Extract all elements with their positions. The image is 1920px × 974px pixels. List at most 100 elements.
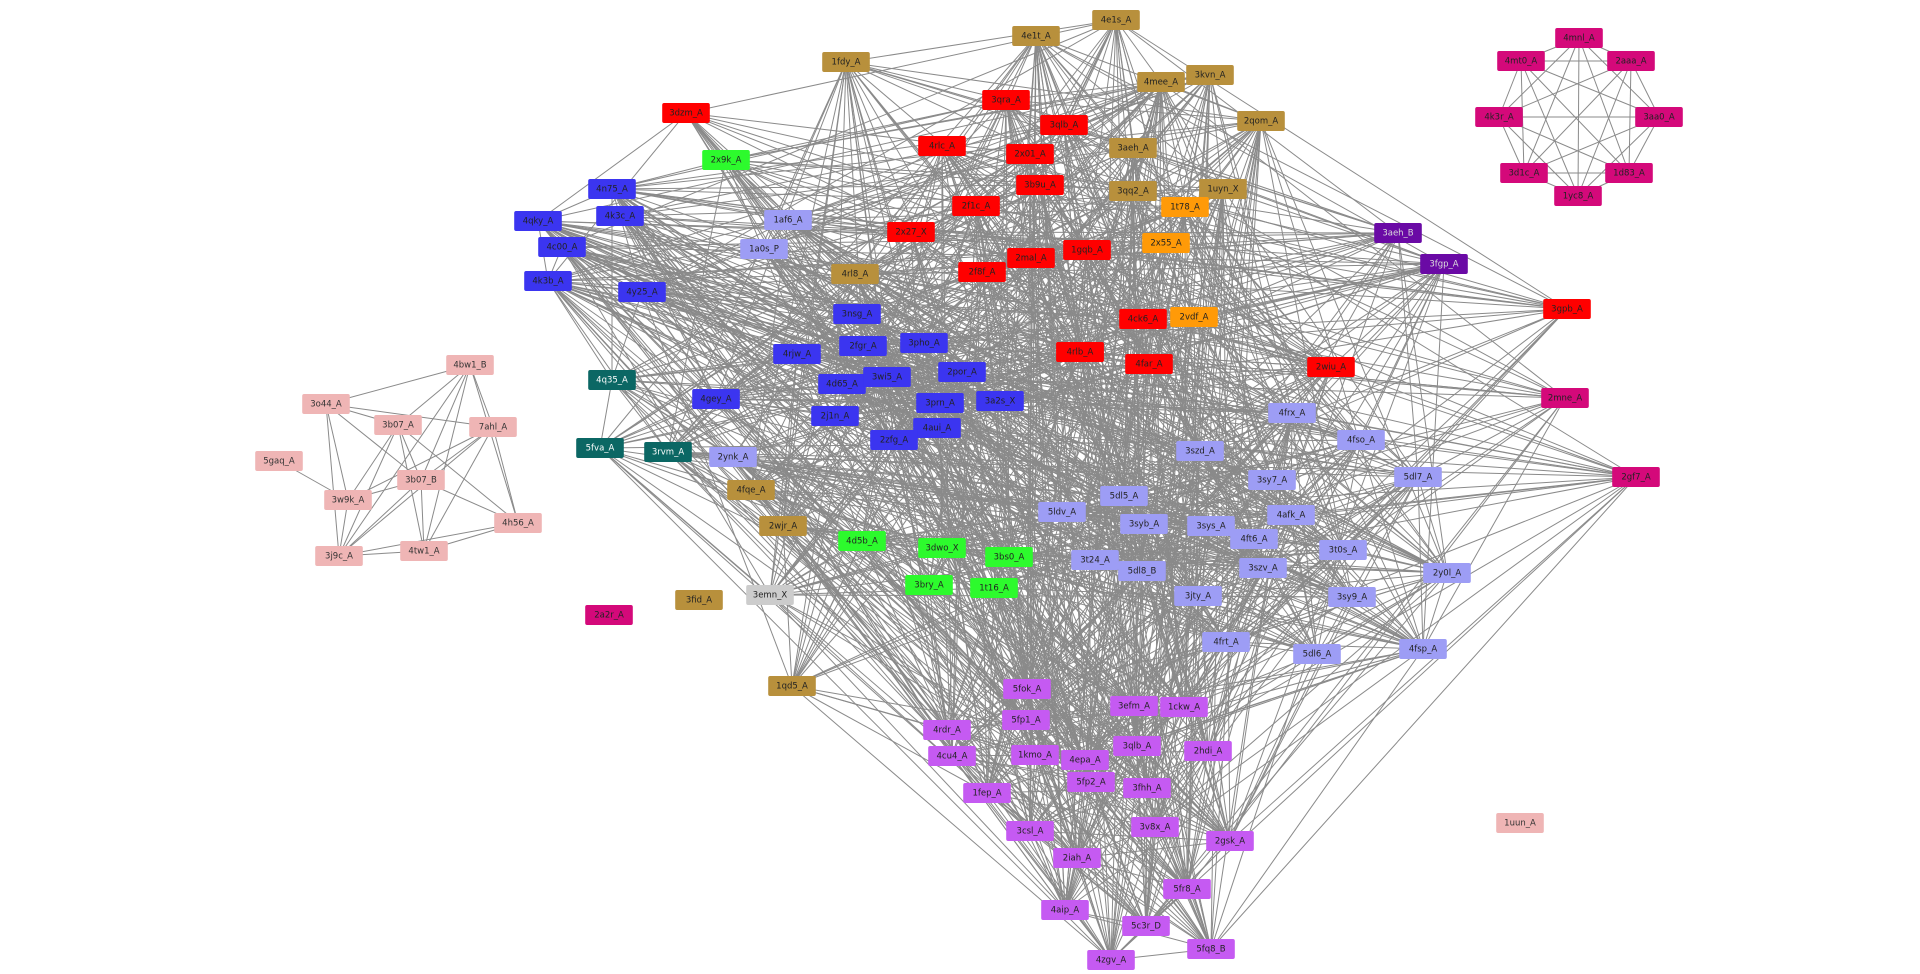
node-4rlc-a[interactable]: 4rlc_A: [918, 136, 966, 156]
node-5fp1-a[interactable]: 5fp1_A: [1002, 710, 1050, 730]
node-5dl6-a[interactable]: 5dl6_A: [1293, 644, 1341, 664]
node-2mal-a[interactable]: 2mal_A: [1007, 248, 1055, 268]
node-4frt-a[interactable]: 4frt_A: [1202, 632, 1250, 652]
node-4q35-a[interactable]: 4q35_A: [588, 370, 636, 390]
node-3qlb-a[interactable]: 3qlb_A: [1040, 115, 1088, 135]
node-5dl8-b[interactable]: 5dl8_B: [1118, 561, 1166, 581]
node-1t78-a[interactable]: 1t78_A: [1161, 197, 1209, 217]
node-3o44-a[interactable]: 3o44_A: [302, 394, 350, 414]
node-3szv-a[interactable]: 3szv_A: [1239, 558, 1287, 578]
node-2a2r-a[interactable]: 2a2r_A: [585, 605, 633, 625]
node-3efm-a[interactable]: 3efm_A: [1110, 696, 1158, 716]
node-5ldv-a[interactable]: 5ldv_A: [1038, 502, 1086, 522]
node-3d1c-a[interactable]: 3d1c_A: [1500, 163, 1548, 183]
node-5dl5-a[interactable]: 5dl5_A: [1100, 486, 1148, 506]
node-3csl-a[interactable]: 3csl_A: [1006, 821, 1054, 841]
node-4aui-a[interactable]: 4aui_A: [913, 418, 961, 438]
node-5fva-a[interactable]: 5fva_A: [576, 438, 624, 458]
node-3a2s-x[interactable]: 3a2s_X: [976, 391, 1024, 411]
node-3dwo-x[interactable]: 3dwo_X: [918, 538, 966, 558]
node-3sys-a[interactable]: 3sys_A: [1187, 516, 1235, 536]
node-5fq8-b[interactable]: 5fq8_B: [1187, 939, 1235, 959]
node-5fok-a[interactable]: 5fok_A: [1003, 679, 1051, 699]
node-3qra-a[interactable]: 3qra_A: [982, 90, 1030, 110]
node-7ahl-a[interactable]: 7ahl_A: [469, 417, 517, 437]
node-1af6-a[interactable]: 1af6_A: [764, 210, 812, 230]
node-3w9k-a[interactable]: 3w9k_A: [324, 490, 372, 510]
node-4fqe-a[interactable]: 4fqe_A: [727, 480, 775, 500]
node-2hdi-a[interactable]: 2hdi_A: [1184, 741, 1232, 761]
node-4h56-a[interactable]: 4h56_A: [494, 513, 542, 533]
node-2wjr-a[interactable]: 2wjr_A: [759, 516, 807, 536]
node-3bs0-a[interactable]: 3bs0_A: [985, 547, 1033, 567]
node-1yc8-a[interactable]: 1yc8_A: [1554, 186, 1602, 206]
node-4mt0-a[interactable]: 4mt0_A: [1497, 51, 1545, 71]
node-3fhh-a[interactable]: 3fhh_A: [1123, 778, 1171, 798]
node-1t16-a[interactable]: 1t16_A: [970, 578, 1018, 598]
node-3fgp-a[interactable]: 3fgp_A: [1420, 254, 1468, 274]
node-1a0s-p[interactable]: 1a0s_P: [740, 239, 788, 259]
node-3emn-x[interactable]: 3emn_X: [746, 585, 794, 605]
node-2x9k-a[interactable]: 2x9k_A: [702, 150, 750, 170]
node-3prn-a[interactable]: 3prn_A: [916, 393, 964, 413]
node-5c3r-d[interactable]: 5c3r_D: [1122, 916, 1170, 936]
node-3j9c-a[interactable]: 3j9c_A: [315, 546, 363, 566]
node-3aeh-a[interactable]: 3aeh_A: [1109, 138, 1157, 158]
node-4mee-a[interactable]: 4mee_A: [1137, 72, 1185, 92]
node-4qky-a[interactable]: 4qky_A: [514, 211, 562, 231]
node-3pho-a[interactable]: 3pho_A: [900, 333, 948, 353]
node-2aaa-a[interactable]: 2aaa_A: [1607, 51, 1655, 71]
node-4zgv-a[interactable]: 4zgv_A: [1087, 950, 1135, 970]
node-2vdf-a[interactable]: 2vdf_A: [1170, 307, 1218, 327]
node-1uyn-x[interactable]: 1uyn_X: [1199, 179, 1247, 199]
node-3aa0-a[interactable]: 3aa0_A: [1635, 107, 1683, 127]
node-4gey-a[interactable]: 4gey_A: [692, 389, 740, 409]
node-4y25-a[interactable]: 4y25_A: [618, 282, 666, 302]
node-4fso-a[interactable]: 4fso_A: [1337, 430, 1385, 450]
node-5dl7-a[interactable]: 5dl7_A: [1394, 467, 1442, 487]
node-1fdy-a[interactable]: 1fdy_A: [822, 52, 870, 72]
node-4frx-a[interactable]: 4frx_A: [1268, 403, 1316, 423]
node-4bw1-b[interactable]: 4bw1_B: [446, 355, 494, 375]
node-3b9u-a[interactable]: 3b9u_A: [1016, 175, 1064, 195]
node-3t0s-a[interactable]: 3t0s_A: [1319, 540, 1367, 560]
node-4far-a[interactable]: 4far_A: [1125, 354, 1173, 374]
node-4fsp-a[interactable]: 4fsp_A: [1399, 639, 1447, 659]
node-3qlb-a[interactable]: 3qlb_A: [1113, 736, 1161, 756]
node-2x01-a[interactable]: 2x01_A: [1006, 144, 1054, 164]
node-4rlb-a[interactable]: 4rlb_A: [1056, 342, 1104, 362]
node-3nsg-a[interactable]: 3nsg_A: [833, 304, 881, 324]
node-2wiu-a[interactable]: 2wiu_A: [1307, 357, 1355, 377]
node-2por-a[interactable]: 2por_A: [938, 362, 986, 382]
node-2f1c-a[interactable]: 2f1c_A: [952, 196, 1000, 216]
node-3sy9-a[interactable]: 3sy9_A: [1328, 587, 1376, 607]
node-2mne-a[interactable]: 2mne_A: [1541, 388, 1589, 408]
node-2f8f-a[interactable]: 2f8f_A: [958, 262, 1006, 282]
node-4aip-a[interactable]: 4aip_A: [1041, 900, 1089, 920]
node-4rl8-a[interactable]: 4rl8_A: [831, 264, 879, 284]
node-2y0l-a[interactable]: 2y0l_A: [1423, 563, 1471, 583]
node-4n75-a[interactable]: 4n75_A: [588, 179, 636, 199]
node-3fid-a[interactable]: 3fid_A: [675, 590, 723, 610]
node-2gf7-a[interactable]: 2gf7_A: [1612, 467, 1660, 487]
node-4tw1-a[interactable]: 4tw1_A: [400, 541, 448, 561]
node-2j1n-a[interactable]: 2j1n_A: [811, 406, 859, 426]
node-3sy7-a[interactable]: 3sy7_A: [1248, 470, 1296, 490]
node-4k3b-a[interactable]: 4k3b_A: [524, 271, 572, 291]
node-4rjw-a[interactable]: 4rjw_A: [773, 344, 821, 364]
node-3szd-a[interactable]: 3szd_A: [1176, 441, 1224, 461]
node-4e1t-a[interactable]: 4e1t_A: [1012, 26, 1060, 46]
node-3wi5-a[interactable]: 3wi5_A: [863, 367, 911, 387]
node-3jty-a[interactable]: 3jty_A: [1174, 586, 1222, 606]
node-4d5b-a[interactable]: 4d5b_A: [838, 531, 886, 551]
node-3rvm-a[interactable]: 3rvm_A: [644, 442, 692, 462]
node-3syb-a[interactable]: 3syb_A: [1120, 514, 1168, 534]
node-2fgr-a[interactable]: 2fgr_A: [839, 336, 887, 356]
node-3b07-a[interactable]: 3b07_A: [374, 415, 422, 435]
node-3bry-a[interactable]: 3bry_A: [905, 575, 953, 595]
node-4mnl-a[interactable]: 4mnl_A: [1555, 28, 1603, 48]
node-4d65-a[interactable]: 4d65_A: [818, 374, 866, 394]
node-3qq2-a[interactable]: 3qq2_A: [1109, 181, 1157, 201]
node-5fp2-a[interactable]: 5fp2_A: [1067, 772, 1115, 792]
node-2ynk-a[interactable]: 2ynk_A: [709, 447, 757, 467]
